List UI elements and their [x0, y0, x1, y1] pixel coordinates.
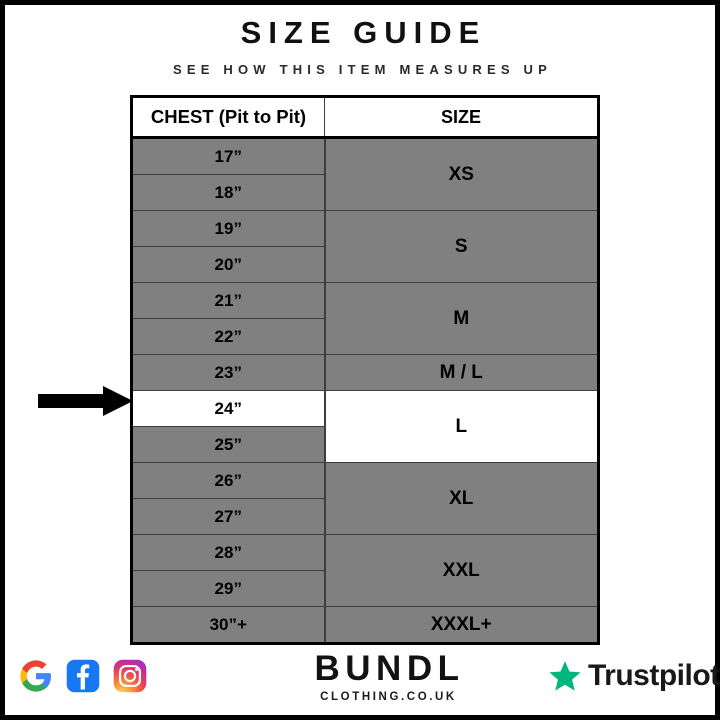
size-label-cell: XXXL+: [323, 606, 599, 644]
chest-measurement-cell: 29”: [131, 570, 325, 607]
brand-domain: CLOTHING.CO.UK: [320, 691, 457, 703]
chest-measurement-cell: 17”: [131, 137, 325, 175]
chest-measurement-cell: 30”+: [131, 606, 325, 644]
table-row: 28” XXL: [131, 534, 599, 607]
footer: BUNDL CLOTHING.CO.UK Trustpilot: [5, 641, 720, 715]
column-header-size: SIZE: [324, 96, 599, 139]
table-row: 27”: [131, 498, 599, 535]
table-row: 21” M: [131, 282, 599, 355]
size-label-cell: XXL: [323, 534, 599, 607]
table-row: 24” L: [131, 390, 599, 463]
chest-measurement-cell: 24”: [131, 390, 325, 427]
trustpilot-logo[interactable]: Trustpilot: [548, 659, 720, 693]
chest-measurement-cell: 21”: [131, 282, 325, 319]
table-header-row: CHEST (Pit to Pit) SIZE: [131, 96, 599, 139]
social-links: [19, 659, 147, 693]
size-label-cell: XL: [323, 462, 599, 535]
row-pointer: [38, 386, 133, 416]
size-label-cell: M: [323, 282, 599, 355]
trustpilot-star-icon: [549, 661, 581, 691]
chest-measurement-cell: 23”: [131, 354, 325, 391]
table-body: 17” XS 18” 19” S 20” 21” M 22” 23” M / L 24” L 25” 26”…: [131, 137, 599, 644]
chest-measurement-cell: 28”: [131, 534, 325, 571]
header: SIZE GUIDE SEE HOW THIS ITEM MEASURES UP: [5, 13, 715, 81]
size-chart-table: CHEST (Pit to Pit) SIZE 17” XS 18” 19” S 20” 2…: [130, 95, 600, 645]
size-label-cell: XS: [323, 137, 599, 211]
table-row: 29”: [131, 570, 599, 607]
column-header-chest: CHEST (Pit to Pit): [131, 96, 325, 139]
instagram-icon[interactable]: [113, 659, 147, 693]
table-row: 30”+ XXXL+: [131, 606, 599, 644]
brand-name: BUNDL: [314, 649, 465, 688]
table-row: 25”: [131, 426, 599, 463]
size-label-cell: S: [323, 210, 599, 283]
table-row: 26” XL: [131, 462, 599, 535]
chest-measurement-cell: 18”: [131, 174, 325, 211]
table-row: 19” S: [131, 210, 599, 283]
brand-logo: BUNDL CLOTHING.CO.UK: [287, 649, 487, 705]
page-subtitle: SEE HOW THIS ITEM MEASURES UP: [172, 62, 553, 77]
chest-measurement-cell: 26”: [131, 462, 325, 499]
trustpilot-wordmark: Trustpilot: [588, 659, 720, 692]
size-label-cell: M / L: [323, 354, 599, 391]
table-row: 18”: [131, 174, 599, 211]
chest-measurement-cell: 19”: [131, 210, 325, 247]
table-row: 23” M / L: [131, 354, 599, 391]
google-icon[interactable]: [19, 659, 53, 693]
chest-measurement-cell: 22”: [131, 318, 325, 355]
chest-measurement-cell: 20”: [131, 246, 325, 283]
right-arrow-icon: [38, 386, 133, 416]
table-row: 20”: [131, 246, 599, 283]
facebook-icon[interactable]: [66, 659, 100, 693]
size-label-cell: L: [323, 390, 599, 463]
chest-measurement-cell: 25”: [131, 426, 325, 463]
page-title: SIZE GUIDE: [240, 15, 487, 50]
table-row: 17” XS: [131, 137, 599, 211]
chest-measurement-cell: 27”: [131, 498, 325, 535]
